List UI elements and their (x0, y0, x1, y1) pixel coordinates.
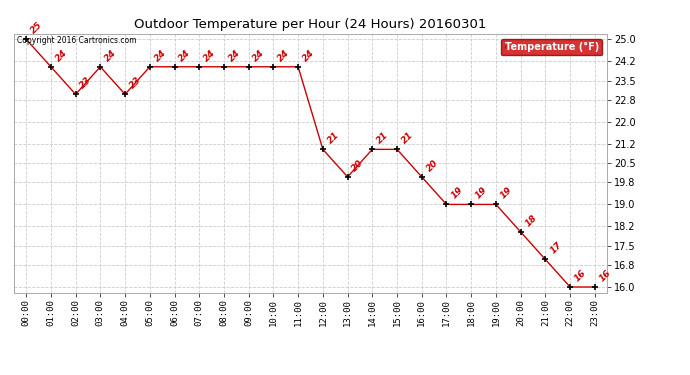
Text: 21: 21 (375, 130, 391, 146)
Text: 16: 16 (598, 268, 613, 284)
Text: 24: 24 (152, 48, 168, 63)
Text: 18: 18 (524, 213, 539, 228)
Text: 24: 24 (276, 48, 291, 63)
Text: 16: 16 (573, 268, 588, 284)
Text: 19: 19 (499, 186, 514, 201)
Legend: Temperature (°F): Temperature (°F) (501, 39, 602, 56)
Title: Outdoor Temperature per Hour (24 Hours) 20160301: Outdoor Temperature per Hour (24 Hours) … (135, 18, 486, 31)
Text: Copyright 2016 Cartronics.com: Copyright 2016 Cartronics.com (17, 36, 136, 45)
Text: 21: 21 (400, 130, 415, 146)
Text: 24: 24 (103, 48, 118, 63)
Text: 24: 24 (251, 48, 266, 63)
Text: 24: 24 (202, 48, 217, 63)
Text: 17: 17 (548, 241, 563, 256)
Text: 25: 25 (29, 21, 44, 36)
Text: 23: 23 (128, 75, 143, 91)
Text: 20: 20 (424, 158, 440, 173)
Text: 21: 21 (326, 130, 341, 146)
Text: 24: 24 (177, 48, 193, 63)
Text: 23: 23 (79, 75, 94, 91)
Text: 24: 24 (227, 48, 242, 63)
Text: 19: 19 (449, 186, 464, 201)
Text: 24: 24 (301, 48, 316, 63)
Text: 24: 24 (54, 48, 69, 63)
Text: 20: 20 (351, 158, 366, 173)
Text: 19: 19 (474, 186, 489, 201)
